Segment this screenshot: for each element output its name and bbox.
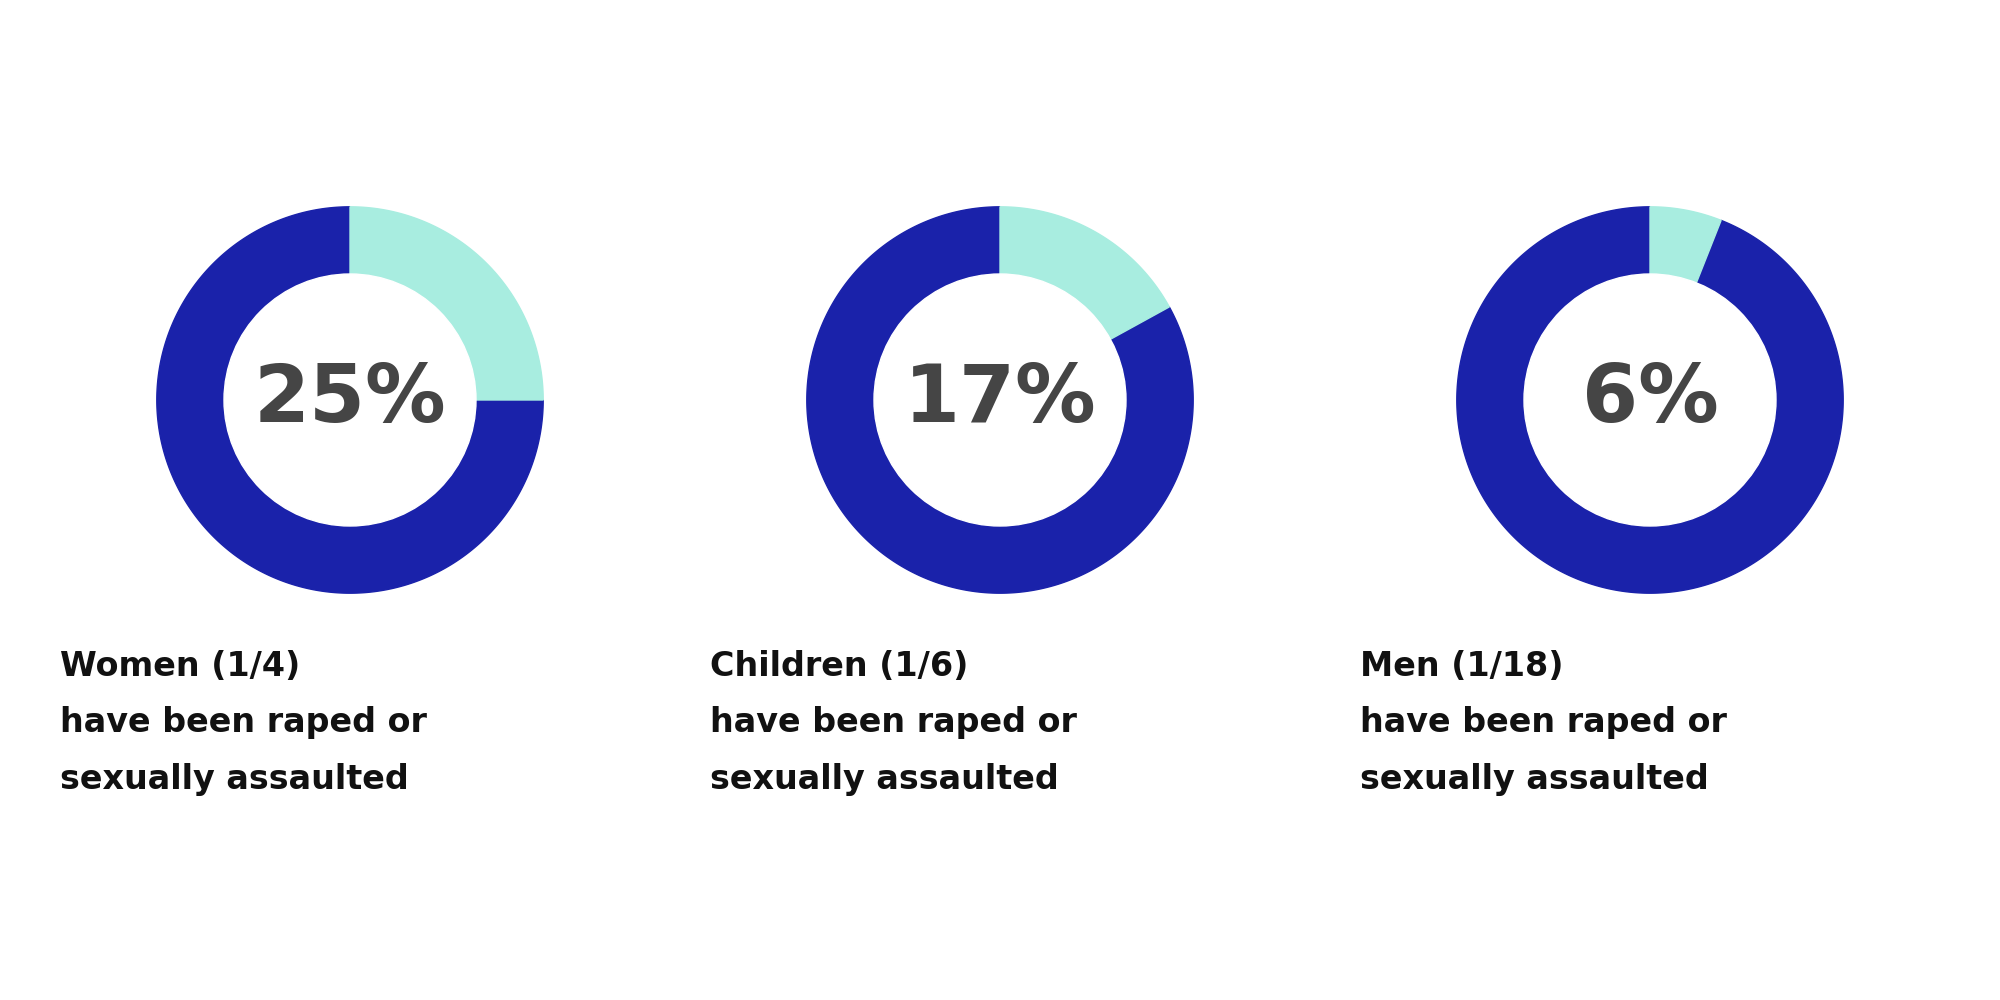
Circle shape: [874, 274, 1126, 526]
Text: Children (1/6)
have been raped or
sexually assaulted: Children (1/6) have been raped or sexual…: [710, 650, 1076, 796]
Polygon shape: [1000, 207, 1170, 339]
Polygon shape: [806, 207, 1194, 593]
Text: 17%: 17%: [904, 361, 1096, 439]
Text: Men (1/18)
have been raped or
sexually assaulted: Men (1/18) have been raped or sexually a…: [1360, 650, 1726, 796]
Polygon shape: [1456, 207, 1844, 593]
Text: 6%: 6%: [1582, 361, 1718, 439]
Circle shape: [1524, 274, 1776, 526]
Text: 25%: 25%: [254, 361, 446, 439]
Circle shape: [224, 274, 476, 526]
Polygon shape: [156, 207, 544, 593]
Polygon shape: [350, 207, 544, 400]
Text: Women (1/4)
have been raped or
sexually assaulted: Women (1/4) have been raped or sexually …: [60, 650, 426, 796]
Polygon shape: [1650, 207, 1722, 283]
